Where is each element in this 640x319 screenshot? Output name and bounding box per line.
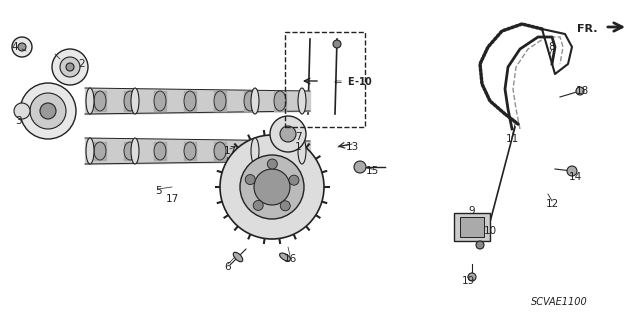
Ellipse shape [184,91,196,111]
Circle shape [240,155,304,219]
Text: 11: 11 [506,134,518,144]
Text: 7: 7 [294,132,301,142]
Text: 4: 4 [12,42,19,52]
Circle shape [220,135,324,239]
Circle shape [476,241,484,249]
Ellipse shape [154,91,166,111]
Circle shape [280,126,296,142]
Text: 16: 16 [284,254,296,264]
Text: 14: 14 [568,172,582,182]
Ellipse shape [233,252,243,262]
Bar [460,217,484,237]
Circle shape [18,43,26,51]
Ellipse shape [124,142,136,160]
Circle shape [14,103,30,119]
Text: 5: 5 [155,186,161,196]
Ellipse shape [251,138,259,164]
Circle shape [30,93,66,129]
Text: 12: 12 [545,199,559,209]
Bar [454,213,490,241]
Ellipse shape [86,138,94,164]
Ellipse shape [298,88,306,114]
Text: 6: 6 [225,262,231,272]
Circle shape [20,83,76,139]
Circle shape [12,37,32,57]
Text: 17: 17 [223,146,237,156]
Circle shape [60,57,80,77]
Ellipse shape [184,142,196,160]
Text: 19: 19 [461,276,475,286]
Circle shape [52,49,88,85]
Circle shape [268,159,277,169]
Ellipse shape [94,142,106,160]
Circle shape [245,174,255,185]
Ellipse shape [124,91,136,111]
Ellipse shape [244,142,256,160]
Circle shape [40,103,56,119]
Circle shape [66,63,74,71]
Text: 17: 17 [165,194,179,204]
Circle shape [270,116,306,152]
Ellipse shape [280,253,291,261]
Text: FR.: FR. [577,24,598,34]
Ellipse shape [251,88,259,114]
Ellipse shape [86,88,94,114]
Text: SCVAE1100: SCVAE1100 [531,297,588,307]
Text: 18: 18 [575,86,589,96]
Text: 10: 10 [483,226,497,236]
Ellipse shape [131,138,139,164]
Text: 1: 1 [294,142,301,152]
Ellipse shape [298,138,306,164]
Circle shape [289,175,299,185]
Ellipse shape [154,142,166,160]
Circle shape [354,161,366,173]
Circle shape [333,40,341,48]
Ellipse shape [214,91,226,111]
Circle shape [254,169,290,205]
Text: 15: 15 [365,166,379,176]
Ellipse shape [274,142,286,160]
Ellipse shape [274,91,286,111]
Circle shape [253,200,263,211]
Text: 13: 13 [346,142,358,152]
Ellipse shape [214,142,226,160]
Text: 9: 9 [468,206,476,216]
Ellipse shape [244,91,256,111]
Text: 3: 3 [15,116,21,126]
Circle shape [468,273,476,281]
Text: 2: 2 [79,59,85,69]
Ellipse shape [131,88,139,114]
Text: $\Leftarrow$ E-10: $\Leftarrow$ E-10 [332,75,373,87]
Ellipse shape [94,91,106,111]
Circle shape [567,166,577,176]
Circle shape [280,201,291,211]
Text: 8: 8 [548,42,556,52]
Bar [285,32,365,127]
Circle shape [576,87,584,95]
